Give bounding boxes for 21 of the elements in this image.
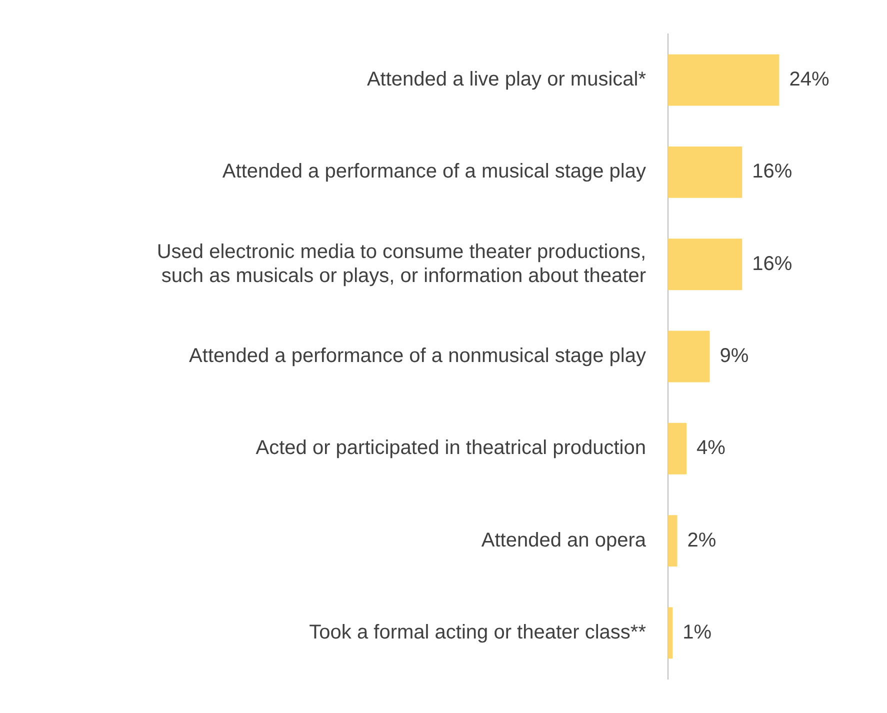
- bar: [668, 238, 742, 290]
- y-tick-label: Attended a live play or musical*: [366, 68, 646, 91]
- bar: [668, 422, 687, 474]
- y-tick-label: Attended a performance of a musical stage play: [222, 160, 646, 183]
- y-tick-label: Took a formal acting or theater class**: [309, 621, 646, 644]
- data-label: 24%: [789, 68, 830, 91]
- data-label: 9%: [720, 345, 749, 368]
- data-label: 16%: [752, 160, 792, 183]
- bar: [668, 515, 678, 566]
- y-tick-label: Attended a performance of a nonmusical stage play: [189, 345, 646, 368]
- data-label: 1%: [682, 621, 712, 644]
- bar: [668, 146, 742, 198]
- data-label: 4%: [696, 437, 726, 460]
- y-tick-label: Attended an opera: [481, 529, 647, 552]
- y-tick-label: Used electronic media to consume theater productions, such as musicals or plays, or information about theater: [156, 240, 646, 287]
- bar: [668, 54, 780, 106]
- bar: [668, 607, 673, 659]
- data-label: 2%: [687, 529, 716, 552]
- bar: [668, 330, 710, 382]
- data-label: 16%: [752, 252, 792, 275]
- y-tick-label: Acted or participated in theatrical production: [256, 437, 646, 460]
